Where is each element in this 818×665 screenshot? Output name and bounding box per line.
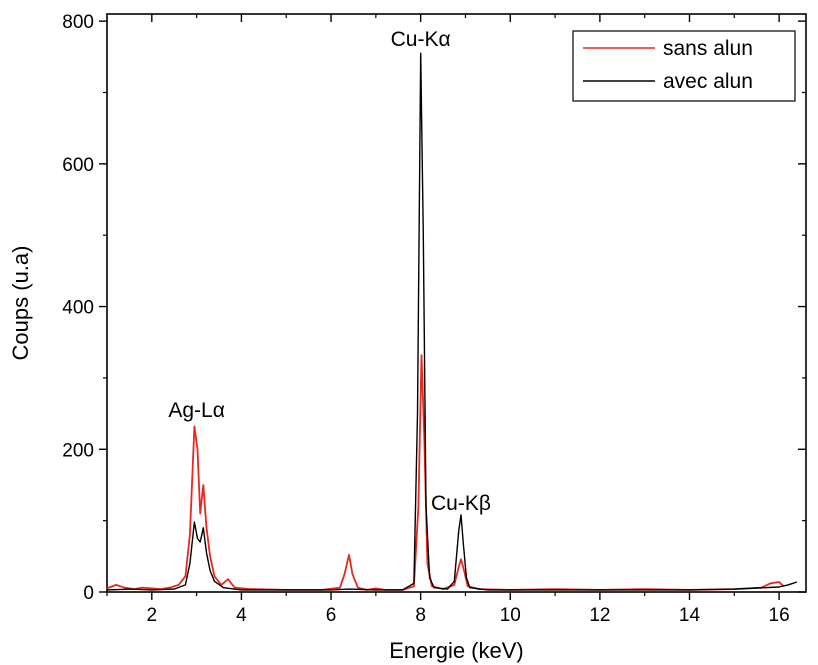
x-tick-label: 8	[415, 605, 426, 626]
legend-label-avec-alun: avec alun	[663, 70, 753, 93]
y-tick-label: 800	[62, 12, 94, 33]
y-tick-label: 600	[62, 155, 94, 176]
series-layer	[106, 52, 798, 591]
series-line-avec-alun	[106, 52, 798, 591]
peak-label: Ag-Lα	[168, 399, 225, 422]
y-tick-label: 400	[62, 298, 94, 319]
x-tick-label: 16	[769, 605, 790, 626]
x-tick-label: 12	[589, 605, 610, 626]
y-axis: 0 200 400 600 800	[62, 12, 806, 604]
x-axis-title: Energie (keV)	[389, 638, 524, 663]
peak-label: Cu-Kα	[391, 28, 451, 51]
x-tick-label: 6	[326, 605, 337, 626]
y-axis-title: Coups (u.a)	[8, 246, 33, 361]
plot-frame	[106, 13, 807, 593]
legend: sans alun avec alun	[572, 30, 796, 102]
x-tick-label: 14	[679, 605, 701, 626]
y-tick-label: 0	[83, 583, 94, 604]
peak-label: Cu-Kβ	[431, 492, 491, 515]
x-tick-label: 4	[236, 605, 247, 626]
peak-annotations: Ag-Lα Cu-Kα Cu-Kβ	[168, 28, 491, 515]
y-tick-label: 200	[62, 440, 94, 461]
legend-box	[572, 30, 796, 102]
plot-area	[106, 13, 807, 593]
legend-label-sans-alun: sans alun	[663, 37, 753, 60]
x-tick-label: 2	[147, 605, 158, 626]
series-line-sans-alun	[106, 354, 785, 591]
x-tick-label: 10	[500, 605, 521, 626]
x-axis: 2 4 6 8 10 12 14 16	[106, 14, 790, 626]
